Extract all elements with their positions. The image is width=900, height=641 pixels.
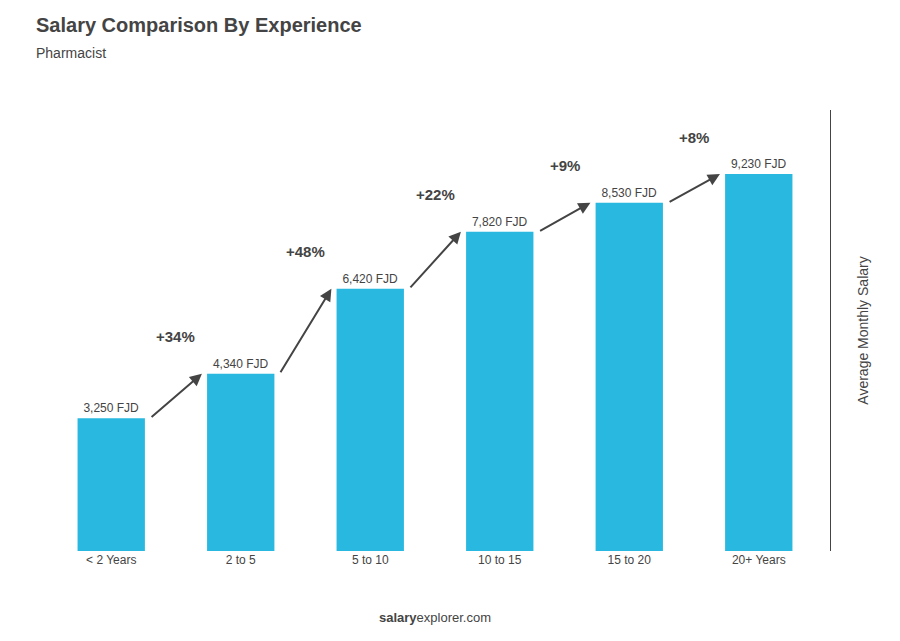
- svg-text:Salary Comparison By Experienc: Salary Comparison By ExperiencePharmacis…: [36, 14, 362, 61]
- svg-text:9,230 FJD: 9,230 FJD: [731, 157, 787, 171]
- svg-text:7,820 FJD: 7,820 FJD: [472, 215, 528, 229]
- svg-text:+9%: +9%: [550, 157, 580, 174]
- svg-text:4,340 FJD: 4,340 FJD: [213, 357, 269, 371]
- svg-text:3,250 FJD: 3,250 FJD: [83, 401, 139, 415]
- svg-text:2 to 5: 2 to 5: [226, 553, 256, 567]
- svg-text:+8%: +8%: [679, 129, 709, 146]
- svg-text:6,420 FJD: 6,420 FJD: [342, 272, 398, 286]
- svg-text:20+ Years: 20+ Years: [732, 553, 786, 567]
- svg-text:15 to 20: 15 to 20: [608, 553, 652, 567]
- svg-text:8,530 FJD: 8,530 FJD: [601, 186, 657, 200]
- svg-text:10 to 15: 10 to 15: [478, 553, 522, 567]
- svg-text:salaryexplorer.com: salaryexplorer.com: [379, 610, 491, 625]
- svg-text:+22%: +22%: [416, 186, 455, 203]
- svg-text:+34%: +34%: [156, 328, 195, 345]
- svg-text:Average Monthly Salary: Average Monthly Salary: [855, 256, 871, 404]
- svg-text:5 to 10: 5 to 10: [352, 553, 389, 567]
- svg-text:< 2 Years: < 2 Years: [86, 553, 136, 567]
- svg-text:+48%: +48%: [286, 243, 325, 260]
